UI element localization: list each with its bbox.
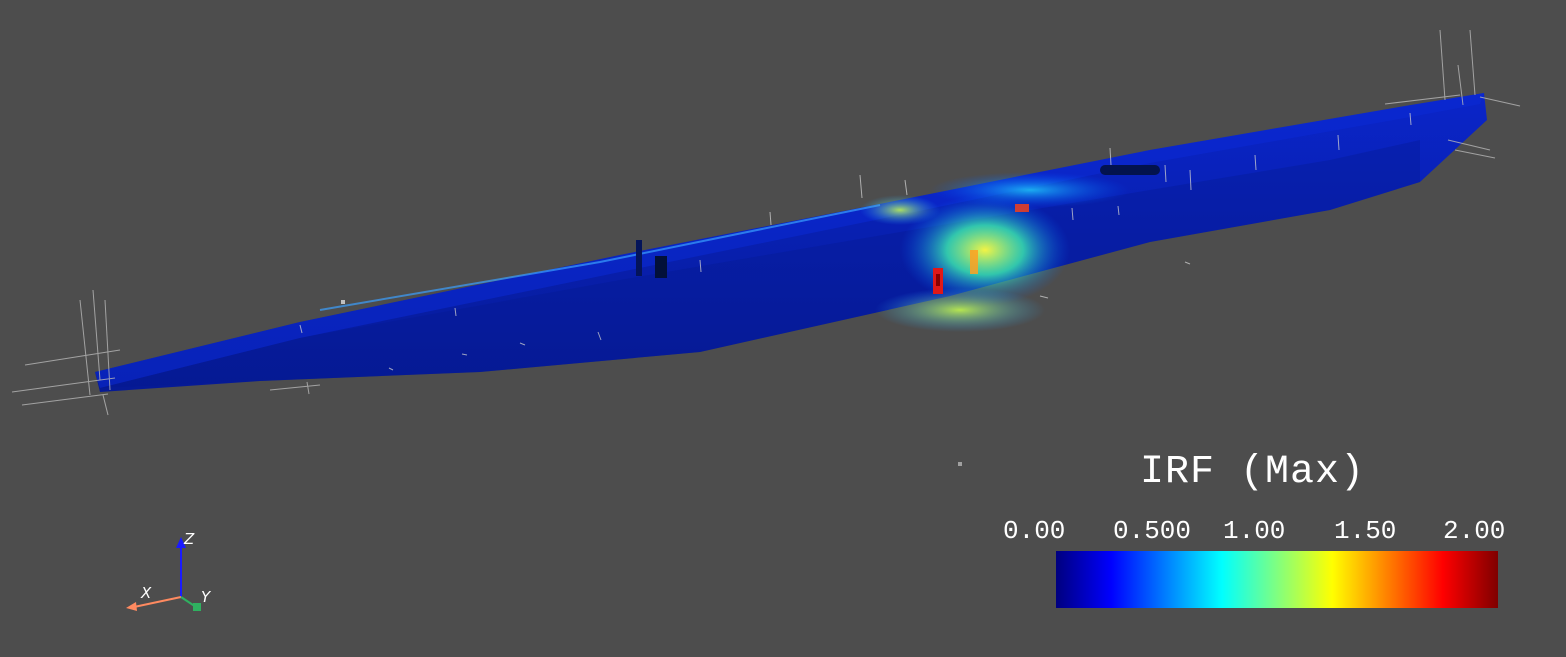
orientation-axes: Z X Y: [126, 530, 212, 611]
z-axis-label: Z: [183, 530, 195, 548]
legend-tick-label: 0.00: [1003, 516, 1066, 546]
legend-title: IRF (Max): [1140, 450, 1366, 495]
y-axis-arrowhead: [193, 603, 201, 611]
legend-tick-label: 0.500: [1113, 516, 1192, 546]
z-axis-arrowhead: [176, 537, 186, 548]
ship-hull-model[interactable]: [11, 29, 1521, 416]
x-axis-arrow: [133, 596, 182, 608]
x-axis-arrowhead: [126, 602, 137, 611]
x-axis-label: X: [140, 584, 152, 602]
stray-point: [958, 462, 962, 466]
y-axis-label: Y: [201, 588, 212, 606]
legend-tick-label: 2.00: [1443, 516, 1506, 546]
legend-tick-label: 1.00: [1223, 516, 1286, 546]
color-bar: [1056, 551, 1498, 608]
legend-tick-label: 1.50: [1334, 516, 1397, 546]
